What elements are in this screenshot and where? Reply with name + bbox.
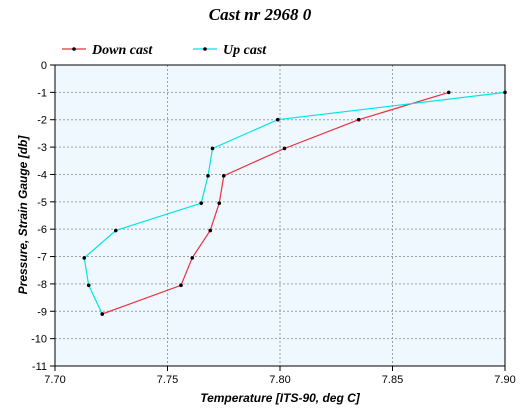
chart-title: Cast nr 2968 0 <box>209 5 312 24</box>
data-point <box>206 174 210 178</box>
data-point <box>86 283 91 288</box>
data-point <box>282 146 287 151</box>
legend-marker-1 <box>203 47 207 51</box>
x-axis-label: Temperature [ITS-90, deg C] <box>200 391 361 405</box>
y-tick-label: -5 <box>37 197 47 209</box>
y-tick-label: -7 <box>37 252 47 264</box>
legend-label-0: Down cast <box>91 43 153 58</box>
y-tick-label: 0 <box>41 60 47 72</box>
x-tick-label: 7.70 <box>44 374 65 386</box>
data-point <box>446 90 451 95</box>
x-tick-label: 7.90 <box>494 374 515 386</box>
y-tick-label: -9 <box>37 306 47 318</box>
data-point <box>208 228 213 233</box>
data-point <box>113 228 118 233</box>
y-tick-label: -11 <box>32 361 47 373</box>
axes: 7.70 7.75 7.80 7.85 7.90 0 -1 -2 -3 -4 -5 -6 -7 -8 -9 -… <box>31 60 516 386</box>
data-point <box>275 117 280 122</box>
data-point <box>100 312 105 316</box>
legend-marker-0 <box>72 47 76 51</box>
data-point <box>356 117 361 122</box>
plot-area <box>55 65 505 366</box>
y-tick-label: -3 <box>37 142 47 154</box>
legend: Down cast Up cast <box>62 43 267 58</box>
data-point <box>221 174 226 178</box>
data-point <box>190 256 195 260</box>
y-tick-label: -6 <box>37 224 47 236</box>
y-tick-label: -4 <box>37 169 47 181</box>
data-point <box>82 256 87 260</box>
data-point <box>199 201 204 205</box>
series-layer <box>82 90 507 316</box>
data-point <box>217 201 222 205</box>
y-tick-label: -10 <box>31 334 47 346</box>
y-tick-label: -8 <box>37 279 47 291</box>
data-point <box>179 283 183 288</box>
plot-frame <box>54 64 506 367</box>
legend-label-1: Up cast <box>223 43 267 58</box>
y-tick-label: -1 <box>37 87 47 99</box>
x-tick-label: 7.80 <box>269 374 290 386</box>
y-tick-label: -2 <box>37 115 47 127</box>
x-tick-label: 7.75 <box>157 374 178 386</box>
y-axis-label: Pressure, Strain Gauge [db] <box>16 135 30 295</box>
x-tick-label: 7.85 <box>382 374 403 386</box>
data-point <box>210 146 215 151</box>
